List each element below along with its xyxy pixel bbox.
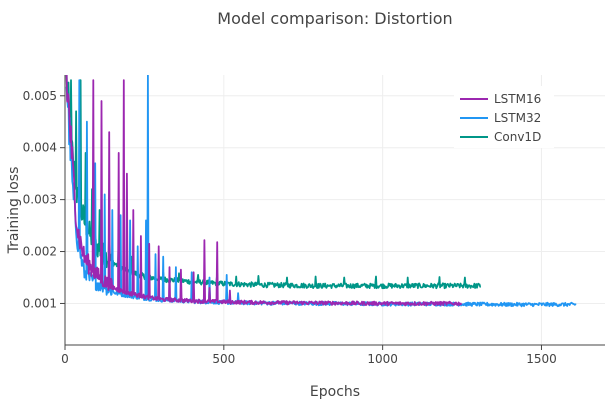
series-line-lstm32: [65, 75, 577, 308]
legend: LSTM16 LSTM32 Conv1D: [454, 86, 554, 148]
y-tick-label: 0.004: [23, 141, 57, 155]
y-tick-label: 0.002: [23, 245, 57, 259]
x-ticks: 0 500 1000 1500: [61, 345, 557, 366]
series-line-conv1d: [65, 75, 482, 290]
x-axis-title: Epochs: [310, 384, 360, 400]
y-tick-label: 0.003: [23, 193, 57, 207]
series-layer: [65, 75, 577, 308]
x-tick-label: 500: [212, 352, 235, 366]
y-axis-title: Training loss: [6, 167, 22, 255]
chart-title: Model comparison: Distortion: [217, 9, 452, 28]
legend-label-conv1d: Conv1D: [494, 130, 541, 144]
y-ticks: 0.001 0.002 0.003 0.004 0.005: [23, 89, 65, 310]
x-tick-label: 0: [61, 352, 69, 366]
series-line-lstm16: [65, 75, 463, 307]
legend-label-lstm32: LSTM32: [494, 111, 541, 125]
x-tick-label: 1500: [526, 352, 557, 366]
x-tick-label: 1000: [367, 352, 398, 366]
legend-label-lstm16: LSTM16: [494, 92, 541, 106]
y-tick-label: 0.001: [23, 296, 57, 310]
y-tick-label: 0.005: [23, 89, 57, 103]
